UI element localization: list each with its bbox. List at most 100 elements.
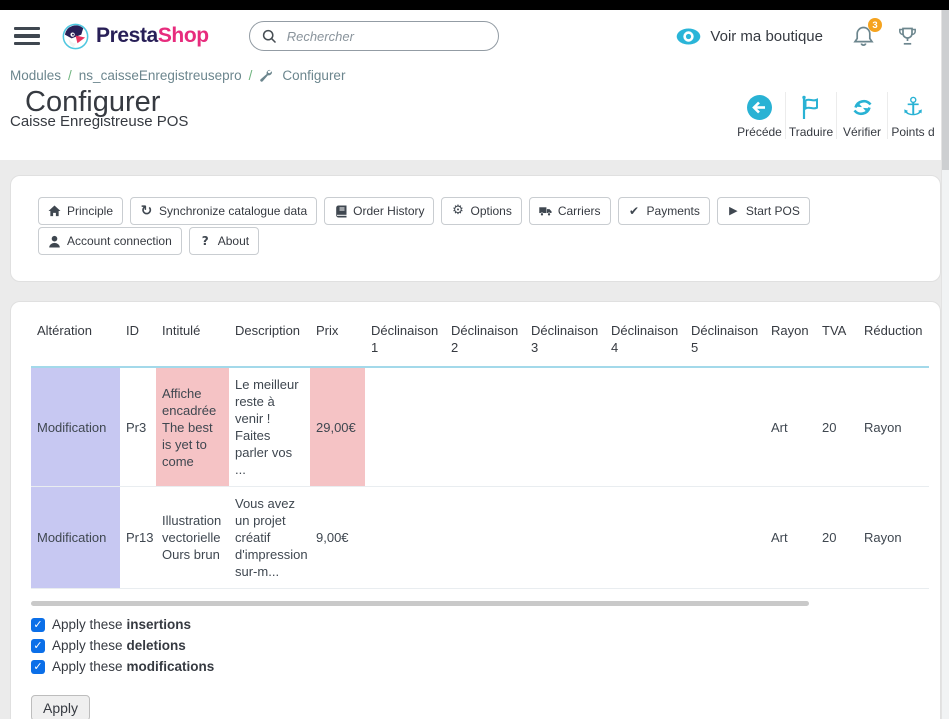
achievements-button[interactable] <box>896 26 919 47</box>
tab-label: Synchronize catalogue data <box>159 204 308 218</box>
tab-options[interactable]: ⚙ Options <box>441 197 522 225</box>
col-prix: Prix <box>310 318 365 368</box>
vertical-scrollbar[interactable] <box>941 10 949 719</box>
tab-label: Carriers <box>557 204 601 218</box>
checkbox-label: Apply these <box>52 617 123 632</box>
view-shop-label: Voir ma boutique <box>710 27 823 45</box>
check-update-button[interactable]: Vérifier <box>836 92 887 139</box>
tab-label: Order History <box>353 204 425 218</box>
search-input[interactable] <box>286 28 486 44</box>
notifications-button[interactable]: 3 <box>853 18 882 47</box>
search-icon <box>262 29 276 43</box>
cell-declinaison-5 <box>685 367 765 487</box>
col-alteration: Altération <box>31 318 120 368</box>
cell-reduction: Rayon <box>864 419 902 435</box>
vertical-scrollbar-thumb[interactable] <box>942 10 949 170</box>
hook-points-button[interactable]: ⚓ Points d <box>887 92 938 139</box>
tab-synchronize[interactable]: ↻ Synchronize catalogue data <box>130 197 318 225</box>
breadcrumb-module-name[interactable]: ns_caisseEnregistreusepro <box>78 68 242 83</box>
cell-declinaison-2 <box>445 367 525 487</box>
col-reduction: Réduction <box>858 318 929 368</box>
breadcrumb-modules[interactable]: Modules <box>10 68 62 83</box>
cell-description: Le meilleur reste à venir ! Faites parle… <box>235 377 299 477</box>
brand-presta-text: Presta <box>96 24 158 47</box>
prestashop-bird-icon <box>62 23 89 49</box>
back-label: Précéde <box>737 125 782 139</box>
play-icon: ▶ <box>729 204 738 217</box>
breadcrumb: Modules / ns_caisseEnregistreusepro / Co… <box>10 68 941 83</box>
translate-button[interactable]: Traduire <box>785 92 836 139</box>
back-button[interactable]: Précéde <box>734 92 785 139</box>
col-rayon: Rayon <box>765 318 816 368</box>
checkbox-label: Apply these <box>52 659 123 674</box>
apply-button[interactable]: Apply <box>31 695 91 719</box>
admin-header: PrestaShop Voir ma boutique 3 Modules / … <box>0 10 941 160</box>
col-declinaison-2: Déclinaison 2 <box>445 318 525 368</box>
checkbox-label-strong: modifications <box>126 659 215 674</box>
refresh-icon <box>837 92 887 122</box>
brand-shop-text: Shop <box>157 24 209 47</box>
cell-tva: 20 <box>822 530 837 545</box>
tab-principle[interactable]: Principle <box>38 197 124 225</box>
checkbox-label-strong: insertions <box>126 617 192 632</box>
checkbox-checked-icon[interactable] <box>31 659 45 674</box>
table-row: Modification Pr13 Illustration vectoriel… <box>31 486 929 589</box>
brand-name: PrestaShop <box>96 24 209 48</box>
cell-declinaison-4 <box>605 367 685 487</box>
truck-icon <box>539 205 552 217</box>
cell-declinaison-2 <box>445 487 525 589</box>
quick-actions-toolbar: Précéde Traduire Vérifier ⚓ Points d <box>734 92 941 139</box>
page-subtitle: Caisse Enregistreuse POS <box>10 113 189 130</box>
back-circle-icon <box>734 92 785 122</box>
apply-options: Apply these insertions Apply these delet… <box>31 617 930 674</box>
topbar: PrestaShop Voir ma boutique 3 <box>0 10 941 62</box>
tab-label: Account connection <box>67 234 172 248</box>
gears-icon: ⚙ <box>452 203 464 218</box>
view-shop-button[interactable]: Voir ma boutique <box>676 28 823 45</box>
check-update-label: Vérifier <box>842 125 881 139</box>
cell-alteration: Modification <box>31 367 120 487</box>
prestashop-logo[interactable]: PrestaShop <box>62 23 209 50</box>
apply-deletions-checkbox[interactable]: Apply these deletions <box>31 638 930 653</box>
apply-insertions-checkbox[interactable]: Apply these insertions <box>31 617 930 632</box>
user-icon <box>48 235 61 248</box>
col-declinaison-4: Déclinaison 4 <box>605 318 685 368</box>
breadcrumb-configure[interactable]: Configurer <box>282 68 346 83</box>
cell-declinaison-1 <box>365 487 445 589</box>
col-declinaison-3: Déclinaison 3 <box>525 318 605 368</box>
col-intitule: Intitulé <box>156 318 229 368</box>
cell-declinaison-3 <box>525 487 605 589</box>
checkbox-checked-icon[interactable] <box>31 638 45 653</box>
horizontal-scrollbar-thumb[interactable] <box>31 601 809 606</box>
tab-about[interactable]: ? About <box>188 227 260 255</box>
checkbox-label-strong: deletions <box>126 638 186 653</box>
top-black-bar <box>0 0 949 10</box>
checkbox-checked-icon[interactable] <box>31 617 45 632</box>
tab-order-history[interactable]: Order History <box>324 197 435 225</box>
hamburger-menu-icon[interactable] <box>14 23 40 49</box>
checkbox-label: Apply these <box>52 638 123 653</box>
cell-intitule: Affiche encadrée The best is yet to come <box>156 367 229 487</box>
cell-declinaison-3 <box>525 367 605 487</box>
search-bar[interactable] <box>248 21 499 51</box>
tab-payments[interactable]: ✔ Payments <box>617 197 710 225</box>
check-icon: ✔ <box>628 204 640 218</box>
tab-label: Start POS <box>745 204 800 218</box>
cell-intitule: Illustration vectorielle Ours brun <box>162 513 222 562</box>
tab-start-pos[interactable]: ▶ Start POS <box>716 197 810 225</box>
catalogue-diff-panel: Altération ID Intitulé Description Prix … <box>10 301 941 719</box>
anchor-icon: ⚓ <box>901 92 925 121</box>
book-icon <box>334 205 347 218</box>
trophy-icon <box>899 27 916 45</box>
wrench-icon <box>259 69 273 82</box>
horizontal-scrollbar[interactable] <box>31 601 929 606</box>
table-header-row: Altération ID Intitulé Description Prix … <box>31 318 929 368</box>
cell-id: Pr3 <box>126 419 147 435</box>
cell-rayon: Art <box>771 419 788 435</box>
flag-icon <box>786 92 836 122</box>
cell-declinaison-5 <box>685 487 765 589</box>
tab-account-connection[interactable]: Account connection <box>38 227 182 255</box>
col-declinaison-1: Déclinaison 1 <box>365 318 445 368</box>
apply-modifications-checkbox[interactable]: Apply these modifications <box>31 659 930 674</box>
tab-carriers[interactable]: Carriers <box>528 197 611 225</box>
